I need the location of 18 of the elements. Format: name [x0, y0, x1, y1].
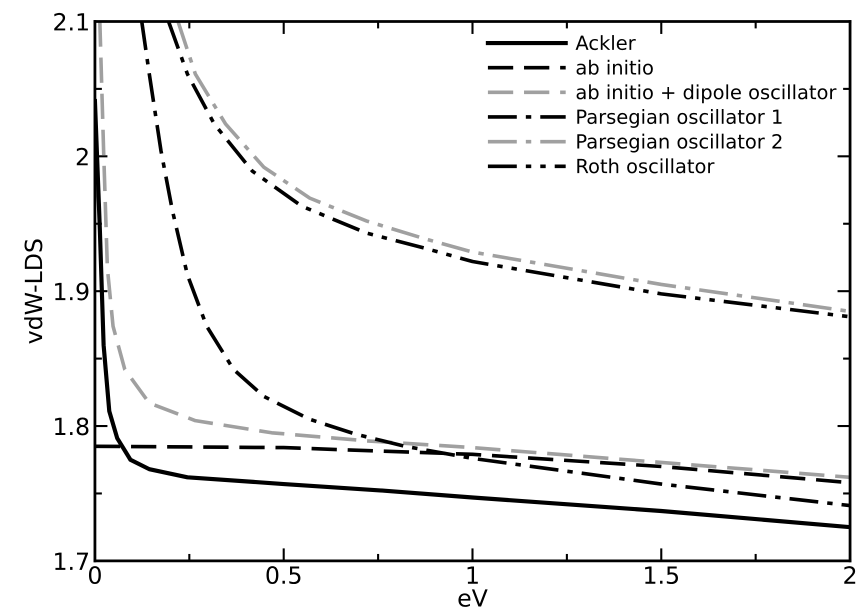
y-axis-title: vdW-LDS — [24, 239, 42, 344]
y-tick-label: 1.7 — [55, 552, 88, 570]
legend-label: ab initio + dipole oscillator — [576, 84, 836, 104]
y-tick-label: 1.9 — [55, 282, 88, 300]
y-tick-label: 1.8 — [55, 417, 88, 436]
legend-label: Parsegian oscillator 1 — [577, 109, 782, 128]
legend-label: Ackler — [576, 35, 636, 50]
legend-label: Roth oscillator — [577, 158, 714, 174]
x-axis-title: eV — [458, 589, 488, 607]
x-tick-label: 2 — [844, 566, 856, 584]
y-tick-label: 2.1 — [54, 12, 88, 30]
x-tick-label: 1.5 — [645, 566, 678, 584]
legend-label: ab initio — [576, 60, 653, 75]
x-tick-label: 0 — [88, 566, 101, 584]
legend-label: Parsegian oscillator 2 — [577, 134, 782, 152]
x-tick-label: 0.5 — [266, 566, 300, 584]
x-tick-label: 1 — [468, 566, 478, 584]
y-tick-label: 2 — [76, 148, 88, 166]
